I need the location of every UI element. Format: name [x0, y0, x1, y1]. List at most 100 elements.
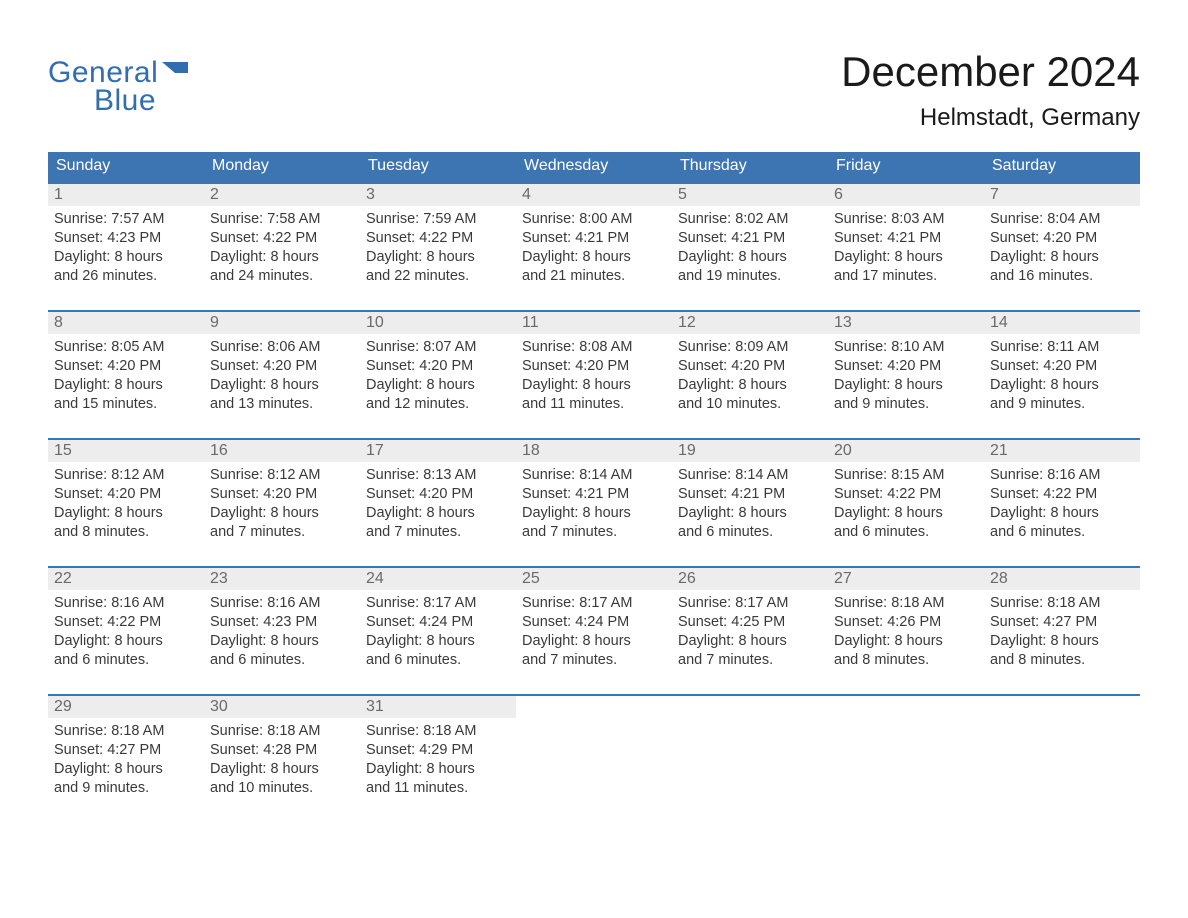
- daylight-line-1: Daylight: 8 hours: [522, 376, 666, 395]
- sunrise-line: Sunrise: 8:18 AM: [366, 722, 510, 741]
- daylight-line-1: Daylight: 8 hours: [54, 504, 198, 523]
- day-number: 13: [828, 312, 984, 334]
- weekday-header: Saturday: [984, 152, 1140, 182]
- sunrise-line: Sunrise: 8:12 AM: [54, 466, 198, 485]
- daylight-line-2: and 9 minutes.: [834, 395, 978, 414]
- day-details: Sunrise: 8:12 AMSunset: 4:20 PMDaylight:…: [48, 462, 204, 549]
- calendar-day: 25Sunrise: 8:17 AMSunset: 4:24 PMDayligh…: [516, 568, 672, 694]
- sunset-line: Sunset: 4:20 PM: [834, 357, 978, 376]
- day-details: Sunrise: 8:13 AMSunset: 4:20 PMDaylight:…: [360, 462, 516, 549]
- calendar-day: 23Sunrise: 8:16 AMSunset: 4:23 PMDayligh…: [204, 568, 360, 694]
- sunrise-line: Sunrise: 8:14 AM: [522, 466, 666, 485]
- daylight-line-2: and 6 minutes.: [210, 651, 354, 670]
- sunset-line: Sunset: 4:20 PM: [54, 357, 198, 376]
- sunset-line: Sunset: 4:21 PM: [678, 229, 822, 248]
- daylight-line-1: Daylight: 8 hours: [678, 632, 822, 651]
- day-details: Sunrise: 8:16 AMSunset: 4:22 PMDaylight:…: [48, 590, 204, 677]
- daylight-line-1: Daylight: 8 hours: [210, 504, 354, 523]
- daylight-line-1: Daylight: 8 hours: [522, 632, 666, 651]
- calendar-day: 17Sunrise: 8:13 AMSunset: 4:20 PMDayligh…: [360, 440, 516, 566]
- calendar-day: 31Sunrise: 8:18 AMSunset: 4:29 PMDayligh…: [360, 696, 516, 822]
- daylight-line-2: and 17 minutes.: [834, 267, 978, 286]
- day-number: 24: [360, 568, 516, 590]
- weekday-header-row: Sunday Monday Tuesday Wednesday Thursday…: [48, 152, 1140, 182]
- day-details: Sunrise: 8:18 AMSunset: 4:29 PMDaylight:…: [360, 718, 516, 805]
- calendar-week: 1Sunrise: 7:57 AMSunset: 4:23 PMDaylight…: [48, 182, 1140, 310]
- daylight-line-2: and 21 minutes.: [522, 267, 666, 286]
- calendar-week: 29Sunrise: 8:18 AMSunset: 4:27 PMDayligh…: [48, 694, 1140, 822]
- daylight-line-2: and 6 minutes.: [834, 523, 978, 542]
- sunset-line: Sunset: 4:20 PM: [54, 485, 198, 504]
- sunrise-line: Sunrise: 8:13 AM: [366, 466, 510, 485]
- day-number: 26: [672, 568, 828, 590]
- calendar-week: 22Sunrise: 8:16 AMSunset: 4:22 PMDayligh…: [48, 566, 1140, 694]
- sunset-line: Sunset: 4:20 PM: [210, 357, 354, 376]
- calendar-day: 12Sunrise: 8:09 AMSunset: 4:20 PMDayligh…: [672, 312, 828, 438]
- day-details: Sunrise: 8:06 AMSunset: 4:20 PMDaylight:…: [204, 334, 360, 421]
- daylight-line-1: Daylight: 8 hours: [210, 760, 354, 779]
- day-number: 17: [360, 440, 516, 462]
- daylight-line-2: and 8 minutes.: [990, 651, 1134, 670]
- calendar-day: 24Sunrise: 8:17 AMSunset: 4:24 PMDayligh…: [360, 568, 516, 694]
- daylight-line-2: and 9 minutes.: [54, 779, 198, 798]
- day-number: 18: [516, 440, 672, 462]
- daylight-line-2: and 7 minutes.: [366, 523, 510, 542]
- calendar-day: 13 Sunrise: 8:10 AMSunset: 4:20 PMDayligh…: [828, 312, 984, 438]
- sunset-line: Sunset: 4:24 PM: [366, 613, 510, 632]
- logo: General Blue: [48, 56, 188, 118]
- daylight-line-2: and 7 minutes.: [522, 523, 666, 542]
- day-number: 31: [360, 696, 516, 718]
- calendar-day-empty: [828, 696, 984, 822]
- daylight-line-1: Daylight: 8 hours: [834, 376, 978, 395]
- sunset-line: Sunset: 4:22 PM: [834, 485, 978, 504]
- sunset-line: Sunset: 4:23 PM: [210, 613, 354, 632]
- sunrise-line: Sunrise: 8:12 AM: [210, 466, 354, 485]
- calendar: Sunday Monday Tuesday Wednesday Thursday…: [48, 152, 1140, 822]
- day-number: 16: [204, 440, 360, 462]
- calendar-day: 11Sunrise: 8:08 AMSunset: 4:20 PMDayligh…: [516, 312, 672, 438]
- sunset-line: Sunset: 4:21 PM: [834, 229, 978, 248]
- sunrise-line: Sunrise: 8:10 AM: [834, 338, 978, 357]
- sunset-line: Sunset: 4:20 PM: [210, 485, 354, 504]
- daylight-line-2: and 15 minutes.: [54, 395, 198, 414]
- calendar-day: 14Sunrise: 8:11 AMSunset: 4:20 PMDayligh…: [984, 312, 1140, 438]
- daylight-line-1: Daylight: 8 hours: [366, 504, 510, 523]
- day-number: 3: [360, 184, 516, 206]
- sunset-line: Sunset: 4:25 PM: [678, 613, 822, 632]
- daylight-line-1: Daylight: 8 hours: [54, 760, 198, 779]
- day-number: 2: [204, 184, 360, 206]
- daylight-line-2: and 12 minutes.: [366, 395, 510, 414]
- calendar-day: 30Sunrise: 8:18 AMSunset: 4:28 PMDayligh…: [204, 696, 360, 822]
- daylight-line-2: and 10 minutes.: [210, 779, 354, 798]
- calendar-day: 27Sunrise: 8:18 AMSunset: 4:26 PMDayligh…: [828, 568, 984, 694]
- daylight-line-1: Daylight: 8 hours: [990, 504, 1134, 523]
- calendar-day: 3Sunrise: 7:59 AMSunset: 4:22 PMDaylight…: [360, 184, 516, 310]
- day-details: Sunrise: 8:00 AMSunset: 4:21 PMDaylight:…: [516, 206, 672, 293]
- daylight-line-2: and 16 minutes.: [990, 267, 1134, 286]
- sunrise-line: Sunrise: 8:16 AM: [210, 594, 354, 613]
- sunrise-line: Sunrise: 8:16 AM: [990, 466, 1134, 485]
- sunrise-line: Sunrise: 8:04 AM: [990, 210, 1134, 229]
- day-number: 14: [984, 312, 1140, 334]
- sunset-line: Sunset: 4:20 PM: [678, 357, 822, 376]
- day-number: 29: [48, 696, 204, 718]
- daylight-line-1: Daylight: 8 hours: [366, 248, 510, 267]
- day-details: Sunrise: 8:02 AMSunset: 4:21 PMDaylight:…: [672, 206, 828, 293]
- daylight-line-1: Daylight: 8 hours: [54, 632, 198, 651]
- day-number: 4: [516, 184, 672, 206]
- day-number: 8: [48, 312, 204, 334]
- daylight-line-1: Daylight: 8 hours: [366, 376, 510, 395]
- sunrise-line: Sunrise: 8:17 AM: [678, 594, 822, 613]
- sunset-line: Sunset: 4:20 PM: [522, 357, 666, 376]
- sunset-line: Sunset: 4:22 PM: [990, 485, 1134, 504]
- day-details: Sunrise: 7:57 AMSunset: 4:23 PMDaylight:…: [48, 206, 204, 293]
- day-details: Sunrise: 7:58 AMSunset: 4:22 PMDaylight:…: [204, 206, 360, 293]
- sunrise-line: Sunrise: 8:05 AM: [54, 338, 198, 357]
- location: Helmstadt, Germany: [841, 104, 1140, 132]
- daylight-line-2: and 7 minutes.: [210, 523, 354, 542]
- sunrise-line: Sunrise: 8:02 AM: [678, 210, 822, 229]
- calendar-day: 8Sunrise: 8:05 AMSunset: 4:20 PMDaylight…: [48, 312, 204, 438]
- day-details: Sunrise: 8:14 AMSunset: 4:21 PMDaylight:…: [516, 462, 672, 549]
- day-number: 10: [360, 312, 516, 334]
- daylight-line-1: Daylight: 8 hours: [678, 248, 822, 267]
